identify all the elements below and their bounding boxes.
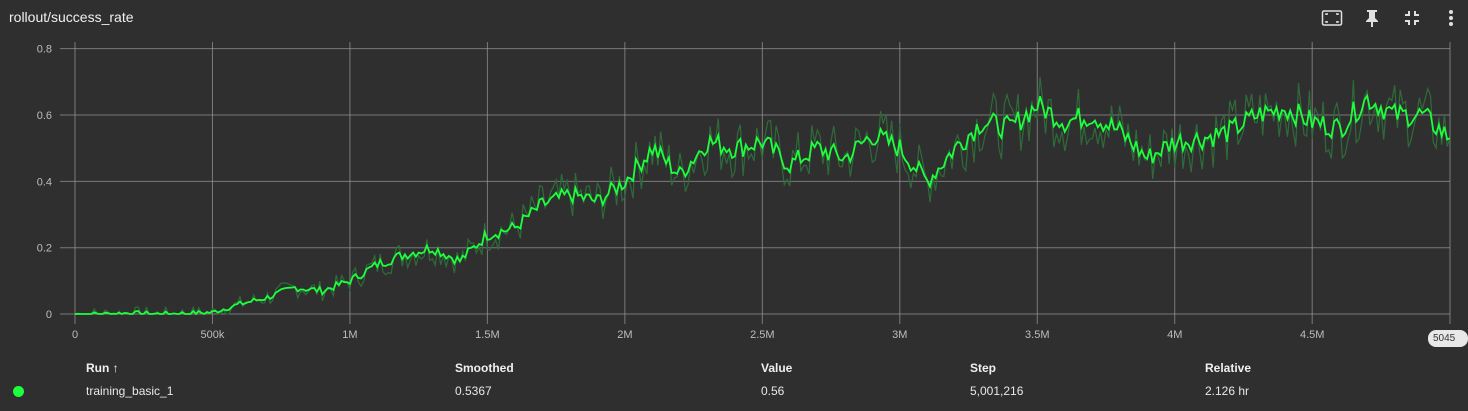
relative-time: 2.126 hr — [1205, 384, 1250, 398]
raw-value: 0.56 — [761, 384, 785, 398]
x-tick-label: 3.5M — [1025, 329, 1049, 341]
smoothed-value: 0.5367 — [455, 384, 492, 398]
column-header-step[interactable]: Step — [970, 361, 997, 375]
x-tick-label: 1.5M — [475, 329, 499, 341]
column-header-relative[interactable]: Relative — [1205, 361, 1252, 375]
y-tick-label: 0.2 — [37, 243, 52, 255]
x-tick-label: 1M — [342, 329, 357, 341]
x-tick-label: 0 — [72, 329, 78, 341]
x-tick-label: 500k — [201, 329, 225, 341]
step-value: 5,001,216 — [970, 384, 1024, 398]
x-tick-label: 2M — [617, 329, 632, 341]
run-color-dot — [13, 386, 24, 397]
line-chart[interactable]: 0 500k 1M 1.5M 2M 2.5M 3M 3.5M 4M 4.5M 0 0.2 0.4 0.6 0… — [0, 36, 1468, 352]
y-tick-label: 0.8 — [37, 44, 52, 56]
fit-domain-icon[interactable] — [1320, 6, 1344, 30]
y-tick-label: 0.4 — [37, 176, 52, 188]
x-tick-label: 2.5M — [750, 329, 774, 341]
column-header-smoothed[interactable]: Smoothed — [455, 361, 514, 375]
y-tick-label: 0.6 — [37, 110, 52, 122]
x-tick-label: 4.5M — [1300, 329, 1324, 341]
column-header-run[interactable]: Run ↑ — [86, 361, 119, 375]
chart-title: rollout/success_rate — [9, 9, 134, 25]
x-tick-label: 4M — [1167, 329, 1182, 341]
run-name: training_basic_1 — [86, 384, 174, 398]
data-table: Run ↑ Smoothed Value Step Relative train… — [0, 352, 1468, 411]
raw-series-line — [74, 76, 1451, 316]
smoothed-series-line — [74, 93, 1451, 316]
step-badge: 5045 — [1428, 330, 1468, 347]
chart-svg: 0 500k 1M 1.5M 2M 2.5M 3M 3.5M 4M 4.5M 0 0.2 0.4 0.6 0… — [37, 42, 1451, 341]
column-header-value[interactable]: Value — [761, 361, 793, 375]
more-vert-icon[interactable] — [1439, 6, 1463, 30]
collapse-icon[interactable] — [1400, 6, 1424, 30]
card-header: rollout/success_rate — [0, 0, 1468, 36]
x-tick-label: 3M — [892, 329, 907, 341]
y-tick-label: 0 — [46, 309, 52, 321]
pin-icon[interactable] — [1360, 6, 1384, 30]
